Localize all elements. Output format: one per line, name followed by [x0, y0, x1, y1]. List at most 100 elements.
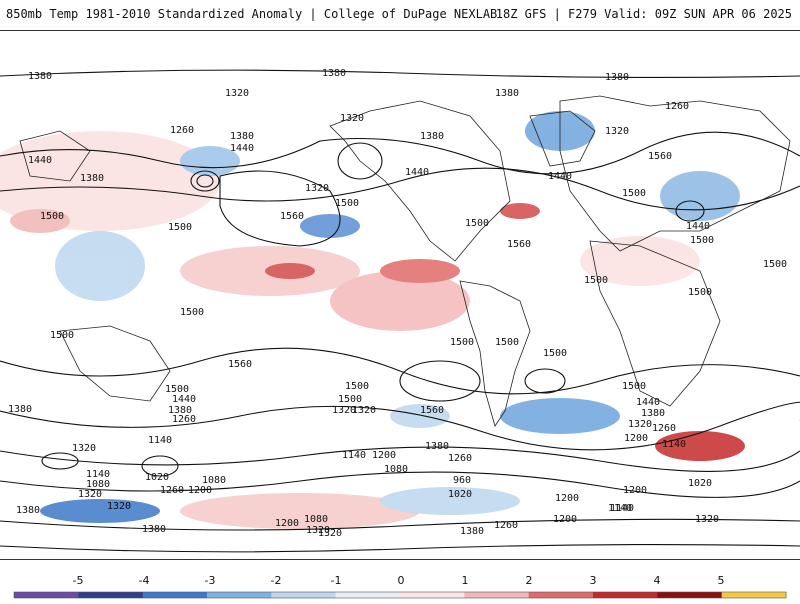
contour-label: 1260	[652, 423, 676, 434]
contour-label: 1140	[148, 435, 172, 446]
colorbar-tick-label: -2	[271, 574, 282, 587]
colorbar-segment	[657, 592, 723, 598]
colorbar-graphic: -5 -4 -3 -2 -1 0 1 2 3 4 5	[13, 574, 787, 599]
colorbar-tick-label: 1	[462, 574, 469, 587]
contour-label: 1260	[665, 101, 689, 112]
map-panel[interactable]: 1380 1380 1380 1320 1320 1260 1260 1380 …	[0, 30, 800, 560]
contour-label: 1320	[72, 443, 96, 454]
contour-label: 1140	[610, 503, 634, 514]
colorbar-tick-label: 4	[654, 574, 661, 587]
contour-label: 960	[453, 475, 471, 486]
contour-label: 1320	[306, 525, 330, 536]
contour-label: 1500	[763, 259, 787, 270]
contour-label: 1500	[690, 235, 714, 246]
contour-label: 1260	[170, 125, 194, 136]
contour-label: 1500	[50, 330, 74, 341]
colorbar: -5 -4 -3 -2 -1 0 1 2 3 4 5	[0, 572, 800, 600]
contour-label: 1020	[448, 489, 472, 500]
contour-label: 1140	[86, 469, 110, 480]
contour-label: 1500	[335, 198, 359, 209]
colorbar-tick-label: 2	[526, 574, 533, 587]
contour-label: 1080	[202, 475, 226, 486]
contour-label: 1320	[78, 489, 102, 500]
header: 850mb Temp 1981-2010 Standardized Anomal…	[0, 0, 800, 30]
contour-label: 1380	[495, 88, 519, 99]
colorbar-tick-label: 5	[718, 574, 725, 587]
contour-label: 1560	[228, 359, 252, 370]
contour-label: 1500	[465, 218, 489, 229]
contour-label: 1500	[338, 394, 362, 405]
contour-label: 1500	[165, 384, 189, 395]
contour-label: 1440	[405, 167, 429, 178]
contour-label: 1200	[623, 485, 647, 496]
colorbar-tick-label: -1	[331, 574, 342, 587]
contour-label: 1260	[448, 453, 472, 464]
colorbar-tick-label: 3	[590, 574, 597, 587]
contour-label: 1380	[168, 405, 192, 416]
height-contours	[0, 69, 800, 553]
colorbar-outline	[13, 591, 787, 599]
contour-label: 1320	[305, 183, 329, 194]
contour-label: 1500	[345, 381, 369, 392]
contour-label: 1560	[420, 405, 444, 416]
contour-label: 1200	[624, 433, 648, 444]
contour-label: 1080	[86, 479, 110, 490]
model-valid-time: 18Z GFS | F279 Valid: 09Z SUN APR 06 202…	[495, 7, 792, 21]
contour-label: 1380	[230, 131, 254, 142]
contour-label: 1200	[372, 450, 396, 461]
contour-label: 1440	[686, 221, 710, 232]
colorbar-segments	[13, 591, 787, 599]
contour-label: 1080	[384, 464, 408, 475]
colorbar-segment	[593, 592, 658, 598]
colorbar-segment	[142, 592, 208, 598]
contour-labels: 1380 1380 1380 1320 1320 1260 1260 1380 …	[8, 68, 787, 539]
contour-label: 1020	[688, 478, 712, 489]
colorbar-segment	[78, 592, 144, 598]
contour-label: 1500	[622, 381, 646, 392]
contour-label: 1140	[662, 439, 686, 450]
contour-label: 1440	[548, 171, 572, 182]
contour-label: 1320	[332, 405, 356, 416]
contour-label: 1500	[180, 307, 204, 318]
contour-label: 1140	[608, 503, 632, 514]
contour-label: 1380	[420, 131, 444, 142]
contour-label: 1320	[352, 405, 376, 416]
map-title: 850mb Temp 1981-2010 Standardized Anomal…	[6, 7, 498, 21]
contour-label: 1140	[342, 450, 366, 461]
contour-label: 1380	[28, 71, 52, 82]
contour-label: 1560	[648, 151, 672, 162]
contour-label: 1560	[280, 211, 304, 222]
contour-label: 1500	[543, 348, 567, 359]
colorbar-tick-labels: -5 -4 -3 -2 -1 0 1 2 3 4 5	[73, 574, 725, 587]
contour-label: 1200	[553, 514, 577, 525]
colorbar-segment	[14, 592, 79, 598]
contour-label: 1380	[641, 408, 665, 419]
contour-label: 1440	[636, 397, 660, 408]
contour-label: 1380	[142, 524, 166, 535]
contour-label: 1380	[605, 72, 629, 83]
anomaly-map: 1380 1380 1380 1320 1320 1260 1260 1380 …	[0, 68, 800, 553]
contour-label: 1440	[230, 143, 254, 154]
colorbar-segment	[271, 592, 337, 598]
colorbar-segment	[207, 592, 272, 598]
colorbar-segment	[400, 592, 465, 598]
contour-label: 1200	[188, 485, 212, 496]
contour-label: 1500	[622, 188, 646, 199]
contour-label: 1200	[555, 493, 579, 504]
contour-label: 1320	[628, 419, 652, 430]
contour-label: 1320	[318, 528, 342, 539]
contour-label: 1500	[40, 211, 64, 222]
contour-label: 1380	[16, 505, 40, 516]
contour-label: 1560	[507, 239, 531, 250]
contour-label: 1320	[695, 514, 719, 525]
contour-label: 1380	[322, 68, 346, 79]
colorbar-segment	[528, 592, 594, 598]
contour-label: 1380	[8, 404, 32, 415]
contour-label: 1080	[304, 514, 328, 525]
contour-label: 1320	[340, 113, 364, 124]
contour-label: 1320	[225, 88, 249, 99]
contour-label: 1500	[450, 337, 474, 348]
colorbar-tick-label: -3	[205, 574, 216, 587]
contour-label: 1500	[584, 275, 608, 286]
contour-label: 1320	[605, 126, 629, 137]
